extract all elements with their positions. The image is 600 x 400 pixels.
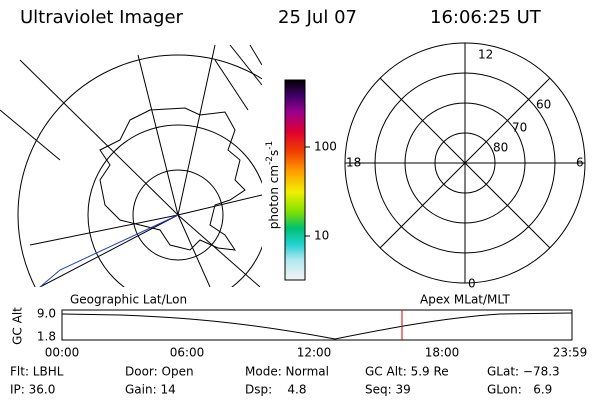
polar-label: 80 [493,141,508,155]
timeline-label: Apex MLat/MLT [420,293,510,307]
status-field: GC Alt: 5.9 Re [365,365,449,379]
y-title: GC Alt [11,307,25,345]
polar-label: 0 [468,277,476,291]
timeline-box [61,309,573,341]
time: 16:06:25 UT [430,7,542,28]
status-field: Gain: 14 [125,383,176,397]
polar-label: 70 [512,121,527,135]
colorbar-tick: 100 [314,140,337,154]
title: Ultraviolet Imager [20,7,184,28]
y-tick-label: 1.8 [37,330,56,344]
polar-label: 60 [536,98,551,112]
timeline-label: Geographic Lat/Lon [70,293,187,307]
x-tick-label: 23:59 [553,346,588,360]
status-field: Dsp: 4.8 [245,383,307,397]
status-field: GLon: 6.9 [487,383,552,397]
y-tick-label: 9.0 [37,307,56,321]
status-field: Seq: 39 [365,383,411,397]
x-tick-label: 00:00 [45,346,80,360]
polar-label: 6 [576,156,584,170]
polar-label: 18 [346,156,361,170]
x-tick-label: 12:00 [297,346,332,360]
status-field: Flt: LBHL [10,365,64,379]
status-field: IP: 36.0 [10,383,55,397]
status-field: GLat: −78.3 [487,365,560,379]
date: 25 Jul 07 [278,7,357,28]
x-tick-label: 06:00 [170,346,205,360]
colorbar-unit: photon cm-2s-1 [265,141,281,230]
colorbar-tick: 10 [314,229,329,243]
polar-grid [344,42,586,284]
status-field: Door: Open [125,365,194,379]
polar-label: 12 [478,48,493,62]
map-panel [0,45,262,287]
x-tick-label: 18:00 [425,346,460,360]
colorbar [284,79,306,281]
status-field: Mode: Normal [245,365,329,379]
status-panel: Flt: LBHL Door: Open Mode: Normal GC Alt: 5… [10,365,560,397]
